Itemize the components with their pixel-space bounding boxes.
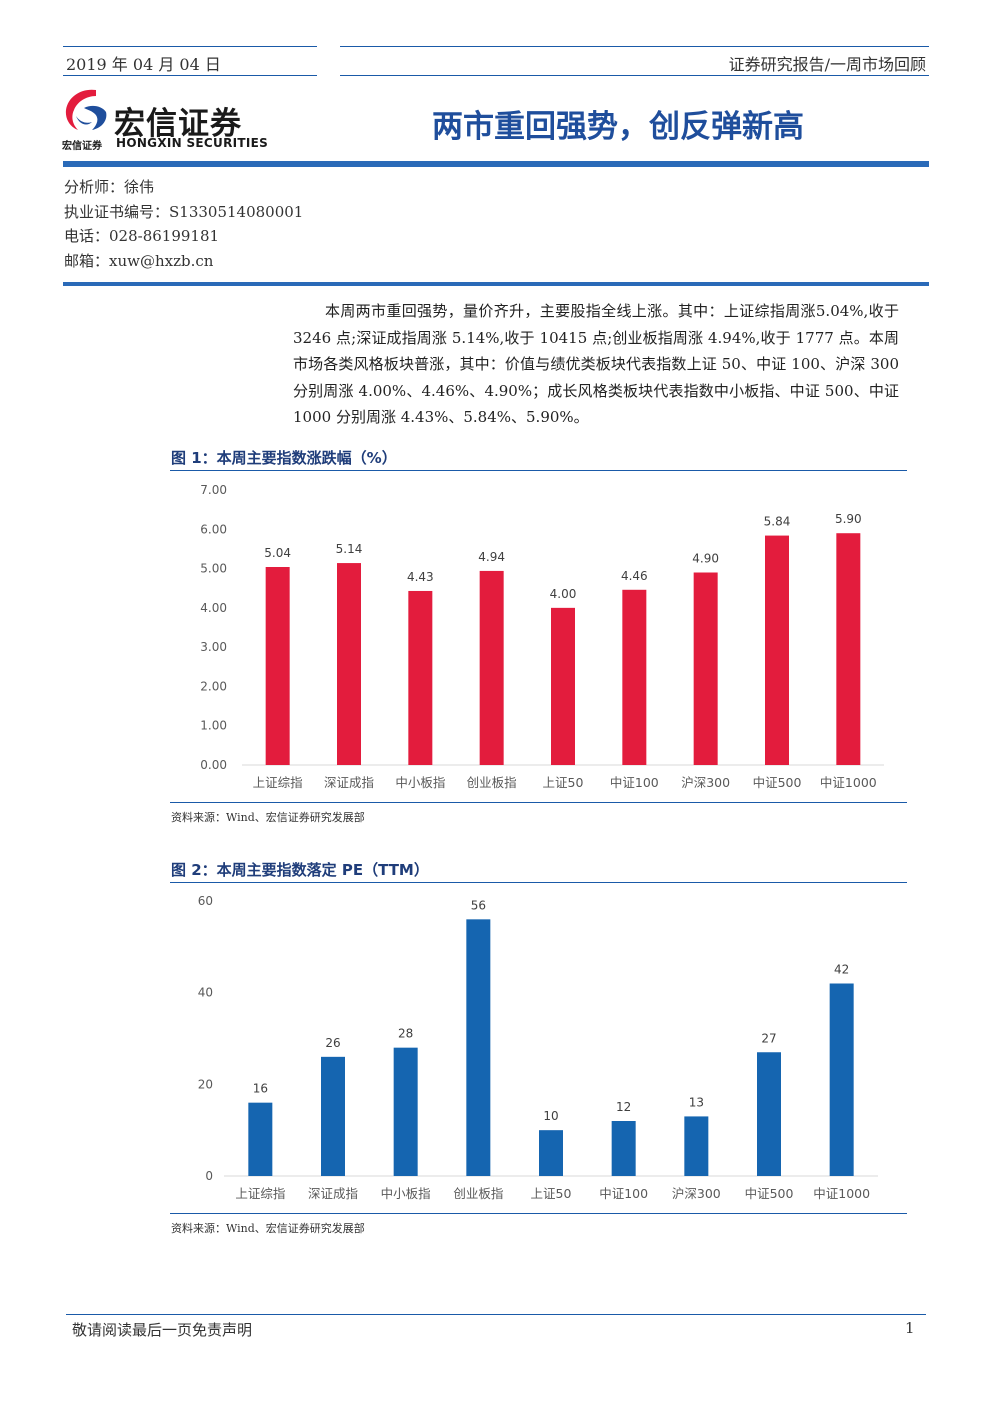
- bar: [337, 563, 361, 765]
- data-label: 5.04: [264, 546, 291, 560]
- figure2-source: 资料来源：Wind、宏信证券研究发展部: [171, 1222, 365, 1235]
- data-label: 4.46: [621, 569, 648, 583]
- y-tick-label: 40: [198, 986, 213, 1000]
- x-tick-label: 中证100: [610, 775, 659, 790]
- y-tick-label: 3.00: [200, 640, 227, 654]
- figure1-chart: 0.00 1.00 2.00 3.00 4.00 5.00 6.00 7.00 5.04 上证综指…: [200, 483, 884, 790]
- y-tick-label: 6.00: [200, 522, 227, 536]
- header-line-right: [340, 46, 929, 47]
- x-tick-label: 创业板指: [453, 1186, 503, 1201]
- figure2-top-line: [170, 882, 907, 883]
- figure1-title: 图 1：本周主要指数涨跌幅（%）: [171, 449, 397, 467]
- x-tick-label: 中证500: [753, 775, 802, 790]
- report-date: 2019 年 04 月 04 日: [66, 55, 221, 74]
- data-label: 28: [398, 1027, 413, 1041]
- x-tick-label: 上证50: [531, 1186, 572, 1201]
- y-tick-label: 20: [198, 1077, 213, 1091]
- page-number: 1: [905, 1319, 915, 1337]
- bar: [466, 919, 491, 1176]
- x-tick-label: 沪深300: [681, 775, 730, 790]
- logo-small-name: 宏信证券: [62, 141, 102, 152]
- x-tick-label: 上证50: [543, 775, 584, 790]
- data-label: 27: [761, 1031, 776, 1045]
- report-title: 两市重回强势，创反弹新高: [432, 109, 804, 145]
- y-tick-label: 5.00: [200, 562, 227, 576]
- figure1-bottom-line: [170, 802, 907, 803]
- data-label: 5.90: [835, 512, 862, 526]
- bar: [479, 570, 504, 765]
- y-tick-label: 1.00: [200, 719, 227, 733]
- data-label: 5.14: [336, 542, 363, 556]
- analyst-cert: 执业证书编号：S1330514080001: [64, 202, 304, 221]
- data-label: 56: [471, 898, 486, 912]
- data-label: 4.43: [407, 570, 434, 584]
- bar: [393, 1047, 418, 1176]
- figure2-chart: 0 20 40 60 16 上证综指 26 深证成指 28 中小板指 56 创业板指 10 上证50 12 中…: [198, 894, 878, 1201]
- bar: [408, 590, 433, 765]
- figure1-source: 资料来源：Wind、宏信证券研究发展部: [171, 811, 365, 824]
- bar: [539, 1130, 563, 1176]
- data-label: 16: [253, 1082, 268, 1096]
- analyst-name: 分析师：徐伟: [64, 178, 155, 196]
- figure2-bottom-line: [170, 1213, 907, 1214]
- bar: [551, 607, 575, 765]
- x-tick-label: 沪深300: [672, 1186, 721, 1201]
- x-tick-label: 中证500: [745, 1186, 794, 1201]
- x-tick-label: 上证综指: [235, 1186, 285, 1201]
- bar: [265, 567, 290, 765]
- analyst-rule: [63, 282, 929, 286]
- y-tick-label: 0: [205, 1169, 213, 1183]
- x-tick-label: 创业板指: [467, 775, 517, 790]
- logo-mark-icon: [65, 89, 107, 130]
- bar: [757, 1052, 781, 1176]
- x-tick-label: 上证综指: [253, 775, 303, 790]
- data-label: 5.84: [764, 515, 791, 529]
- analyst-phone: 电话：028-86199181: [64, 227, 220, 245]
- data-label: 13: [689, 1095, 704, 1109]
- x-tick-label: 中证1000: [820, 775, 877, 790]
- data-label: 4.00: [550, 587, 577, 601]
- bar: [622, 589, 647, 765]
- logo-cn-name: 宏信证券: [114, 106, 242, 142]
- y-tick-label: 4.00: [200, 601, 227, 615]
- data-label: 42: [834, 963, 849, 977]
- title-rule: [63, 161, 929, 167]
- data-label: 4.90: [692, 552, 719, 566]
- x-tick-label: 中证100: [599, 1186, 648, 1201]
- bar: [836, 533, 861, 765]
- footer-disclaimer: 敬请阅读最后一页免责声明: [72, 1321, 253, 1339]
- y-tick-label: 60: [198, 894, 213, 908]
- bar: [611, 1121, 636, 1176]
- bar: [765, 535, 789, 765]
- report-type: 证券研究报告/一周市场回顾: [728, 55, 926, 74]
- x-tick-label: 中小板指: [395, 775, 445, 790]
- y-tick-label: 2.00: [200, 679, 227, 693]
- bar: [248, 1102, 273, 1176]
- bar: [829, 983, 854, 1176]
- x-tick-label: 深证成指: [308, 1186, 358, 1201]
- summary-paragraph: 本周两市重回强势，量价齐升，主要股指全线上涨。其中：上证综指周涨5.04%,收于…: [293, 302, 899, 426]
- header-line-left: [63, 46, 317, 47]
- footer-line: [66, 1314, 926, 1315]
- data-label: 10: [543, 1109, 558, 1123]
- bar: [321, 1056, 345, 1176]
- x-tick-label: 中小板指: [381, 1186, 431, 1201]
- x-tick-label: 深证成指: [324, 775, 374, 790]
- figure2-title: 图 2：本周主要指数落定 PE（TTM）: [171, 861, 429, 879]
- header-line-left-bottom: [63, 75, 317, 76]
- y-tick-label: 7.00: [200, 483, 227, 497]
- header-line-right-bottom: [340, 75, 929, 76]
- logo-en-name: HONGXIN SECURITIES: [116, 136, 269, 150]
- y-tick-label: 0.00: [200, 758, 227, 772]
- analyst-email: 邮箱：xuw@hxzb.cn: [64, 251, 214, 270]
- company-logo: 宏信证券 宏信证券 HONGXIN SECURITIES: [62, 86, 272, 152]
- data-label: 12: [616, 1100, 631, 1114]
- bar: [684, 1116, 709, 1176]
- x-tick-label: 中证1000: [813, 1186, 870, 1201]
- bar: [693, 572, 718, 765]
- figure1-top-line: [170, 470, 907, 471]
- analyst-block: 分析师：徐伟 执业证书编号：S1330514080001 电话：028-8619…: [64, 175, 303, 273]
- data-label: 4.94: [478, 550, 505, 564]
- data-label: 26: [325, 1036, 340, 1050]
